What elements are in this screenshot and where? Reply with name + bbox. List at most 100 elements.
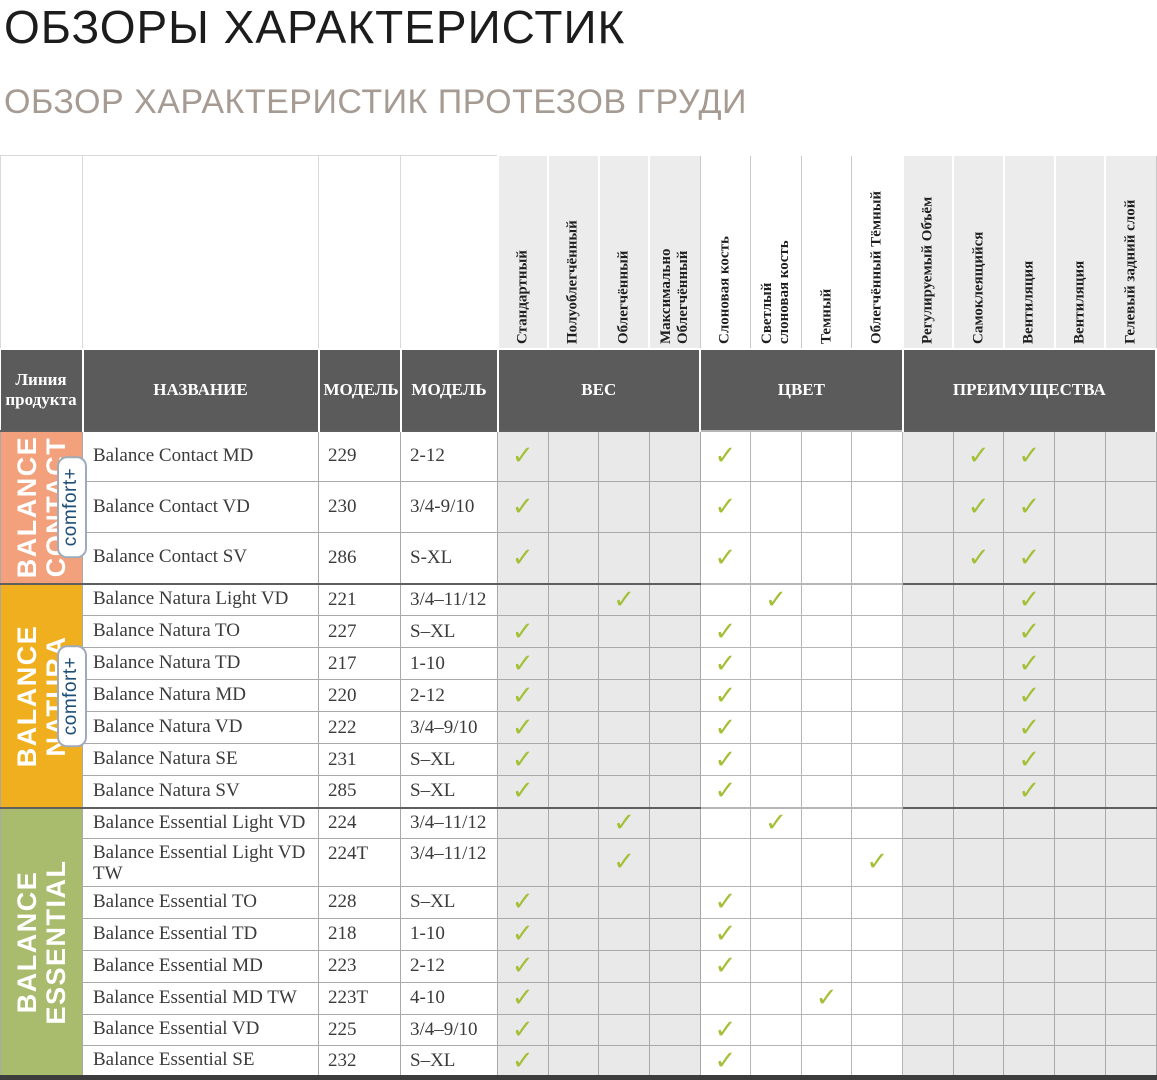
check-cell: ✓ xyxy=(598,806,650,839)
check-cell xyxy=(1104,532,1157,584)
check-cell xyxy=(952,838,1005,887)
check-cell xyxy=(750,743,802,776)
feature-header-row: Стандартный Полуоблегчённый Облегчённый … xyxy=(0,155,1157,349)
next-section-band xyxy=(0,1075,1157,1080)
section-balance-essential: BALANCE ESSENTIAL xyxy=(0,806,83,1077)
group-header-row: Линия продукта НАЗВАНИЕ МОДЕЛЬ МОДЕЛЬ ВЕ… xyxy=(0,347,1157,431)
feature-header-ventilation-2: Вентиляция xyxy=(1053,155,1106,349)
check-cell xyxy=(851,429,904,482)
check-cell xyxy=(598,532,650,584)
check-cell xyxy=(1003,917,1056,951)
product-sizes: S–XL xyxy=(400,1044,498,1077)
check-cell: ✓ xyxy=(851,838,904,887)
table-row: Balance Essential MD 223 2-12 ✓ ✓ xyxy=(1,949,1157,983)
check-cell xyxy=(1003,885,1056,919)
product-sizes: 1-10 xyxy=(400,917,498,951)
product-model: 221 xyxy=(318,582,401,616)
check-cell xyxy=(547,1044,600,1077)
check-cell xyxy=(547,481,600,533)
check-cell xyxy=(547,838,600,887)
check-cell: ✓ xyxy=(497,949,549,983)
check-cell xyxy=(1104,679,1157,712)
check-cell xyxy=(1104,711,1157,744)
product-sizes: 3/4–9/10 xyxy=(400,1013,498,1046)
check-cell xyxy=(902,1013,954,1046)
feature-header-adjustable-volume: Регулируемый Объём xyxy=(901,155,954,349)
check-cell xyxy=(750,1044,802,1077)
check-cell: ✓ xyxy=(497,743,549,776)
check-cell xyxy=(598,429,650,482)
check-cell xyxy=(902,1044,954,1077)
check-cell xyxy=(699,582,752,616)
product-name: Balance Contact VD xyxy=(82,481,319,533)
check-cell xyxy=(800,1044,853,1077)
check-cell: ✓ xyxy=(497,615,549,648)
table-row: Balance Natura VD 222 3/4–9/10 ✓ ✓ ✓ xyxy=(1,711,1157,744)
check-cell xyxy=(648,1013,701,1046)
check-cell xyxy=(1104,582,1157,616)
product-sizes: S-XL xyxy=(400,532,498,584)
check-cell xyxy=(902,981,954,1015)
product-sizes: 3/4–11/12 xyxy=(400,838,498,887)
product-name: Balance Natura SV xyxy=(82,775,319,808)
check-cell xyxy=(547,532,600,584)
check-cell xyxy=(902,679,954,712)
check-cell xyxy=(699,838,752,887)
feature-header-light: Облегчённый xyxy=(597,155,650,349)
check-cell: ✓ xyxy=(699,743,752,776)
group-header-benefits: ПРЕИМУЩЕСТВА xyxy=(902,347,1157,431)
check-cell: ✓ xyxy=(750,806,802,839)
check-cell xyxy=(800,885,853,919)
check-cell xyxy=(1003,838,1056,887)
check-cell xyxy=(952,1044,1005,1077)
check-cell xyxy=(851,1044,904,1077)
check-cell xyxy=(1054,679,1106,712)
product-sizes: S–XL xyxy=(400,743,498,776)
product-name: Balance Natura TD xyxy=(82,647,319,680)
check-cell xyxy=(547,615,600,648)
check-cell: ✓ xyxy=(952,481,1005,533)
check-cell: ✓ xyxy=(699,429,752,482)
check-cell xyxy=(750,949,802,983)
check-cell xyxy=(902,917,954,951)
product-model: 225 xyxy=(318,1013,401,1046)
check-cell xyxy=(902,775,954,808)
table-row: BALANCE CONTACT comfort+ Balance Contact… xyxy=(0,429,1157,584)
check-cell xyxy=(750,615,802,648)
check-cell xyxy=(1104,981,1157,1015)
check-cell: ✓ xyxy=(952,429,1005,482)
table-row: Balance Natura MD 220 2-12 ✓ ✓ ✓ xyxy=(1,679,1157,712)
product-model: 228 xyxy=(318,885,401,919)
check-cell: ✓ xyxy=(699,885,752,919)
check-cell xyxy=(1054,885,1106,919)
product-sizes: 1-10 xyxy=(400,647,498,680)
check-cell xyxy=(952,615,1005,648)
check-cell xyxy=(598,1044,650,1077)
table-row: BALANCE ESSENTIAL Balance Essential Ligh… xyxy=(0,806,1157,1077)
check-cell xyxy=(1104,615,1157,648)
check-cell xyxy=(1054,647,1106,680)
group-header-color: ЦВЕТ xyxy=(700,347,904,431)
check-cell xyxy=(497,838,549,887)
product-model: 227 xyxy=(318,615,401,648)
check-cell xyxy=(1054,711,1106,744)
check-cell xyxy=(851,917,904,951)
check-cell: ✓ xyxy=(699,917,752,951)
check-cell xyxy=(598,481,650,533)
check-cell xyxy=(952,743,1005,776)
check-cell xyxy=(800,1013,853,1046)
check-cell: ✓ xyxy=(1003,481,1056,533)
check-cell xyxy=(1104,885,1157,919)
check-cell xyxy=(902,582,954,616)
product-sizes: S–XL xyxy=(400,885,498,919)
check-cell xyxy=(1054,1013,1106,1046)
check-cell xyxy=(1054,775,1106,808)
check-cell xyxy=(547,679,600,712)
check-cell: ✓ xyxy=(497,429,549,482)
check-cell xyxy=(902,743,954,776)
check-cell xyxy=(952,775,1005,808)
check-cell xyxy=(648,481,701,533)
check-cell xyxy=(902,806,954,839)
check-cell xyxy=(952,917,1005,951)
